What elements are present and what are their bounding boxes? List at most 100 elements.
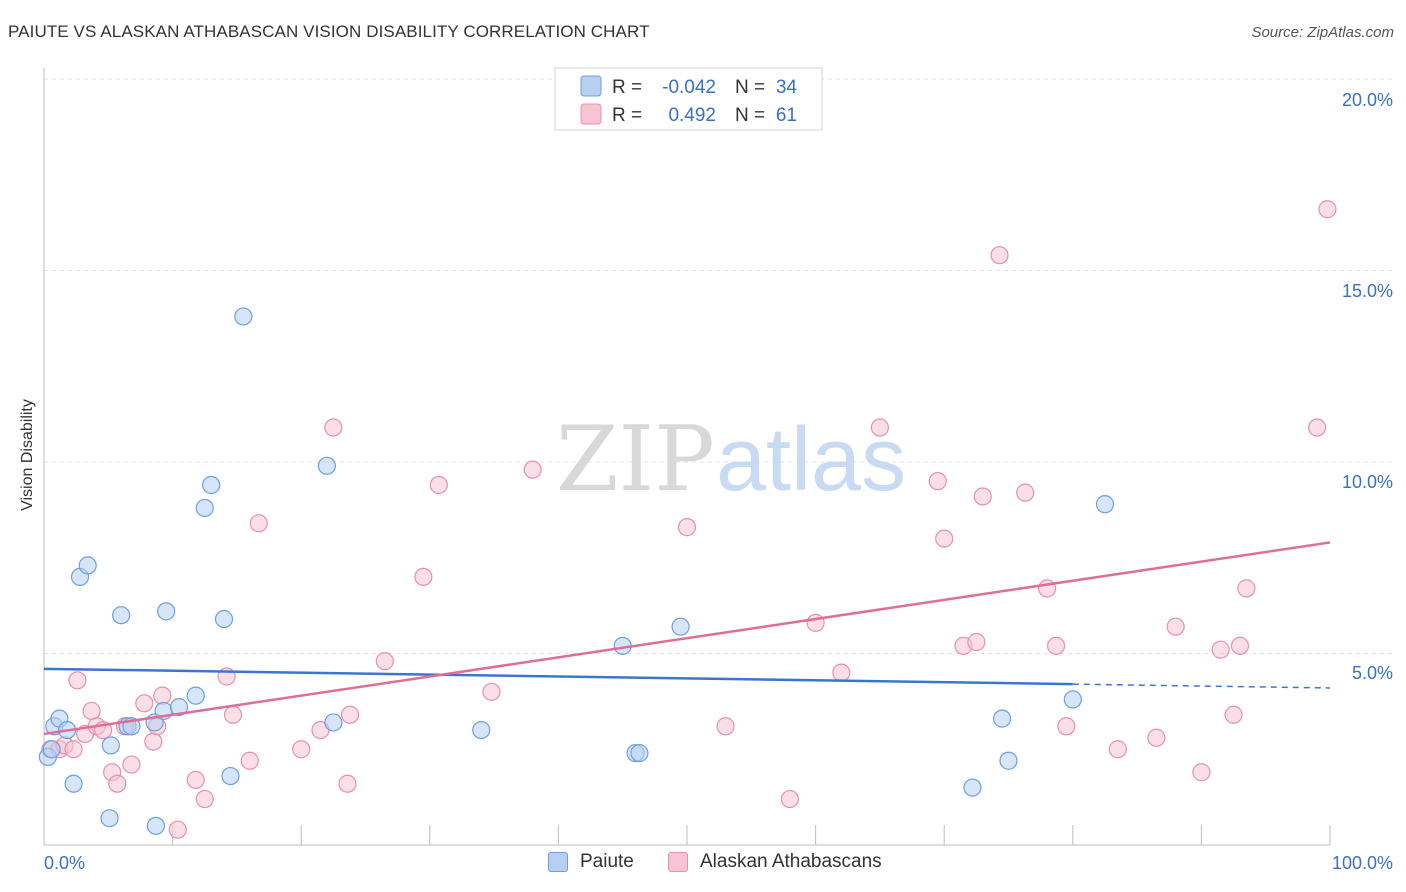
alaskan-point [1108,740,1127,759]
legend-swatch-alaskan-bottom [668,852,688,872]
alaskan-point [1166,617,1185,636]
alaskan-point [1016,483,1035,502]
paiute-point [195,498,214,518]
alaskan-point [716,717,735,736]
paiute-point [202,475,221,495]
alaskan-point [832,663,851,682]
alaskan-point [973,487,992,506]
alaskan-point [144,732,163,751]
paiute-point [78,556,97,575]
trend-line-paiute [43,667,1073,686]
watermark-zip: ZIP [556,407,715,512]
paiute-point [324,713,343,732]
alaskan-point [935,529,954,548]
alaskan-point [340,705,360,724]
y-tick-labels: 5.0% 10.0% 15.0% 20.0% [1342,90,1393,683]
alaskan-point [108,774,127,793]
legend-swatch-paiute [580,75,602,97]
trend-line-paiute-extension [1072,683,1331,689]
axes [43,68,1331,846]
paiute-point [234,307,253,326]
alaskan-point [1147,728,1166,747]
paiute-point [100,809,119,828]
paiute-point [1063,690,1082,709]
alaskan-point [82,701,101,721]
alaskan-point [64,740,83,759]
y-tick-label-5: 5.0% [1352,663,1393,683]
paiute-point [999,751,1018,770]
legend-n-value-alaskan: 61 [776,105,797,126]
alaskan-point [523,460,542,479]
paiute-point [221,766,240,786]
alaskan-point [1224,705,1243,724]
alaskan-point [122,755,141,774]
alaskan-point [292,740,311,759]
legend-n-label-alaskan: N = [735,105,765,126]
alaskan-point [68,671,87,690]
x-tick-label-min: 0.0% [44,853,85,873]
watermark: ZIP atlas [556,407,906,512]
y-tick-label-20: 20.0% [1342,90,1393,110]
alaskan-point [482,682,501,701]
legend-r-label-paiute: R = [612,77,642,98]
paiute-point [630,743,649,763]
paiute-point [42,740,61,759]
paiute-point [186,686,205,705]
legend-swatch-alaskan [580,103,602,125]
paiute-point [671,617,690,636]
series-paiute [38,307,1115,835]
legend-n-value-paiute: 34 [776,77,798,98]
y-tick-label-10: 10.0% [1342,472,1393,492]
alaskan-point [153,686,172,705]
alaskan-point [324,418,343,437]
alaskan-point [928,472,947,491]
alaskan-point [223,705,243,724]
legend-item-paiute: Paiute [548,851,634,873]
alaskan-point [429,475,448,495]
alaskan-point [168,820,187,839]
paiute-point [963,778,982,797]
legend-swatch-paiute-bottom [548,852,568,872]
alaskan-point [780,789,799,809]
alaskan-point [1057,717,1076,736]
alaskan-point [1192,763,1211,782]
series-alaskan-athabascans [41,200,1337,839]
alaskan-point [990,246,1009,265]
source-label: Source: ZipAtlas.com [1251,24,1394,41]
paiute-point [112,606,131,625]
alaskan-point [1318,200,1337,219]
legend-r-value-paiute: -0.042 [662,77,716,98]
alaskan-point [186,770,205,789]
trend-line-alaskan [43,541,1331,736]
alaskan-point [967,632,986,652]
alaskan-point [1237,579,1256,598]
paiute-point [214,609,234,629]
x-tick-label-max: 100.0% [1332,853,1393,873]
alaskan-point [1211,640,1230,659]
alaskan-point [870,418,890,437]
paiute-point [317,456,337,475]
legend-label-paiute: Paiute [580,851,634,872]
alaskan-point [195,789,214,809]
alaskan-point [135,694,154,713]
y-tick-label-15: 15.0% [1342,281,1393,301]
paiute-point [1095,495,1115,514]
x-tick-labels: 0.0% 100.0% [44,853,1393,873]
paiute-point [146,816,165,835]
alaskan-point [1230,636,1250,655]
alaskan-point [375,652,394,671]
chart-title: PAIUTE VS ALASKAN ATHABASCAN VISION DISA… [8,22,650,41]
trend-lines [43,541,1331,736]
legend-item-alaskan: Alaskan Athabascans [668,851,882,873]
paiute-point [169,698,189,717]
stats-legend: R = -0.042 N = 34 R = 0.492 N = 61 [554,67,823,131]
paiute-point [992,709,1012,728]
legend-n-label-paiute: N = [735,77,765,98]
paiute-point [101,736,120,755]
legend-r-label-alaskan: R = [612,105,642,126]
alaskan-point [414,567,433,587]
gridlines [44,78,1393,654]
alaskan-point [1308,418,1327,437]
alaskan-point [1046,636,1066,655]
